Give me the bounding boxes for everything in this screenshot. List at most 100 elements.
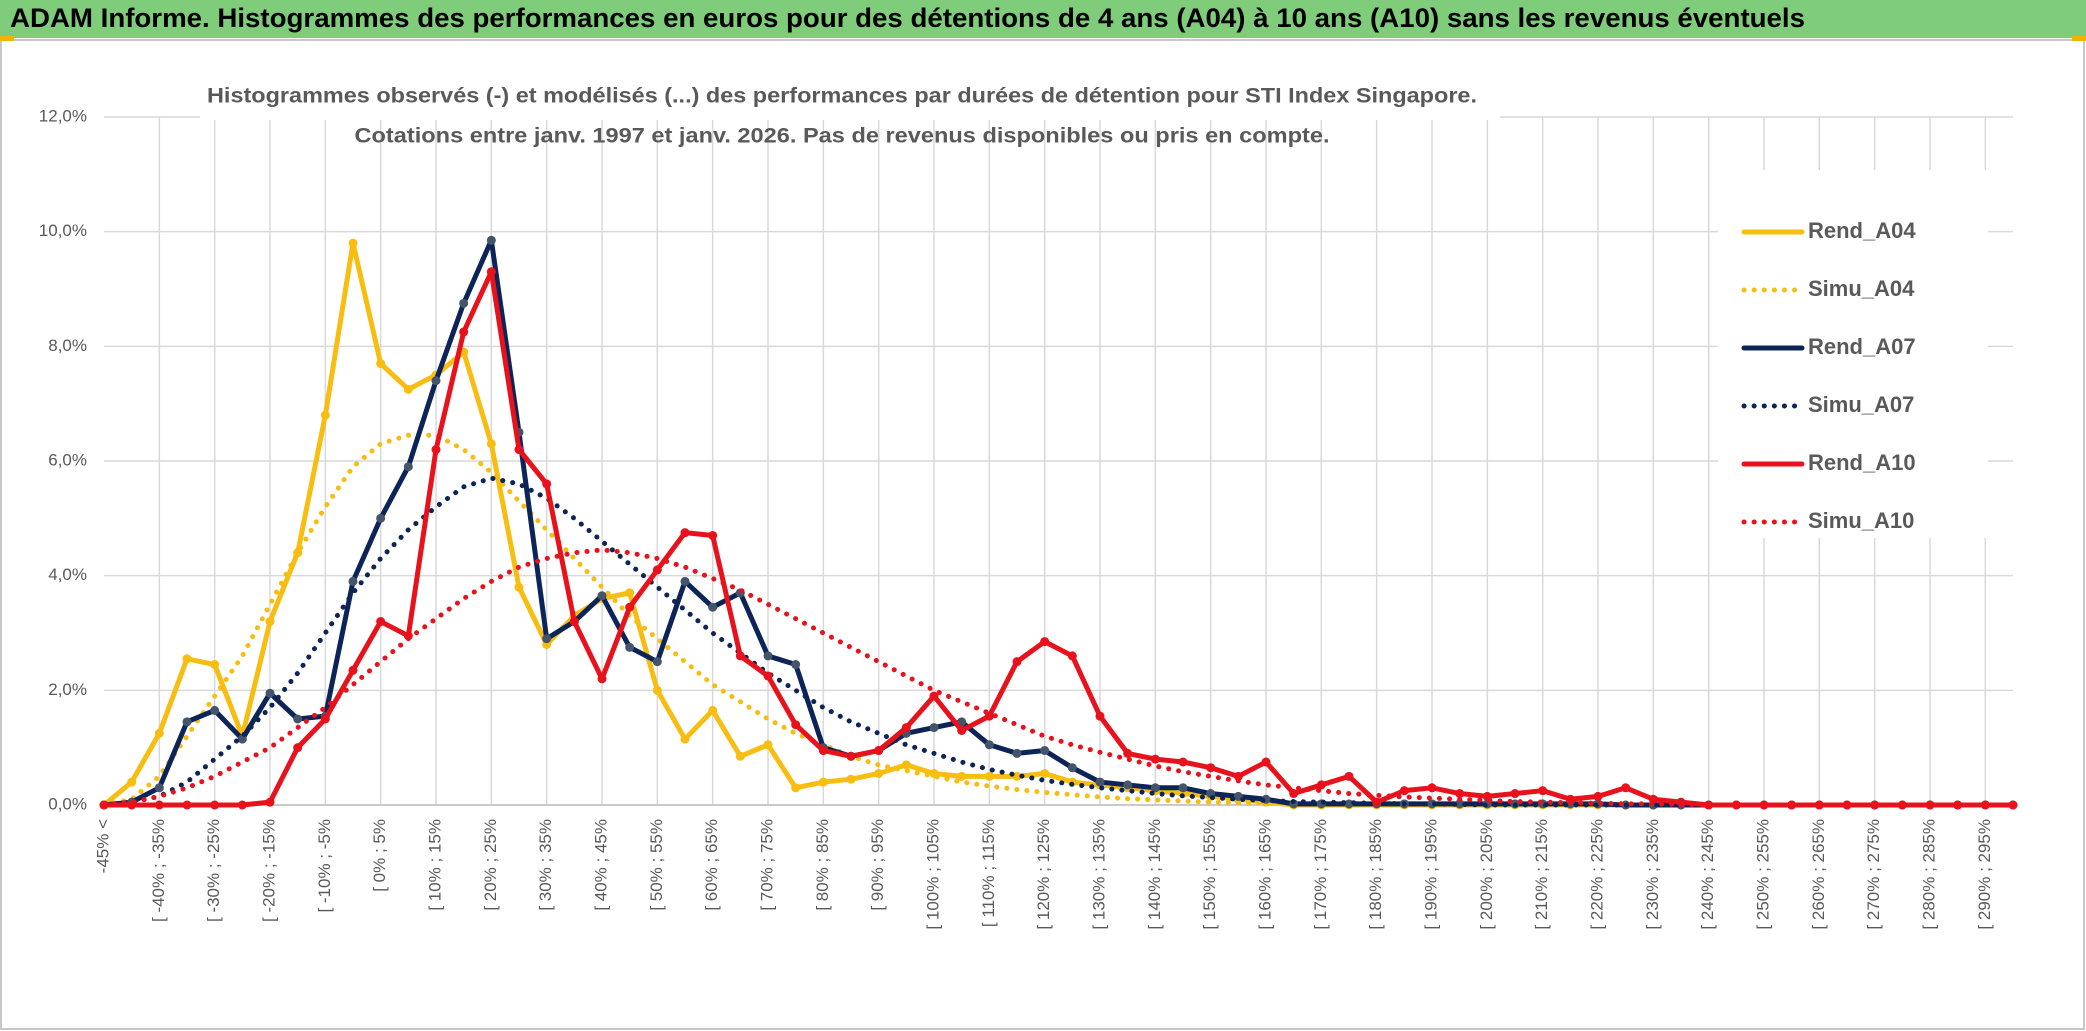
data-point bbox=[1150, 754, 1160, 764]
x-tick-label: [ 100% ; 105% bbox=[923, 819, 942, 930]
data-point bbox=[874, 768, 884, 778]
data-point bbox=[901, 723, 911, 733]
data-point bbox=[514, 445, 524, 455]
data-point bbox=[1372, 797, 1382, 807]
data-point bbox=[1206, 763, 1216, 773]
data-point bbox=[874, 746, 884, 756]
data-point bbox=[1123, 780, 1133, 790]
data-point bbox=[1344, 799, 1354, 809]
x-tick-label: [ 250% ; 255% bbox=[1753, 819, 1772, 930]
data-point bbox=[846, 751, 856, 761]
data-point bbox=[265, 797, 275, 807]
data-point bbox=[1289, 789, 1299, 799]
data-point bbox=[708, 531, 718, 541]
x-tick-label: -45% < bbox=[93, 819, 112, 873]
data-point bbox=[431, 376, 441, 386]
data-point bbox=[1925, 800, 1935, 810]
y-tick-label: 10,0% bbox=[39, 221, 87, 240]
data-point bbox=[763, 651, 773, 661]
data-point bbox=[1455, 789, 1465, 799]
data-point bbox=[1012, 748, 1022, 758]
data-point bbox=[846, 774, 856, 784]
data-point bbox=[735, 651, 745, 661]
data-point bbox=[210, 705, 220, 715]
x-tick-label: [ 240% ; 245% bbox=[1698, 819, 1717, 930]
data-point bbox=[569, 617, 579, 627]
x-tick-label: [ 140% ; 145% bbox=[1145, 819, 1164, 930]
data-point bbox=[486, 267, 496, 277]
x-tick-label: [ -40% ; -35% bbox=[149, 819, 168, 922]
data-point bbox=[376, 359, 386, 369]
x-tick-label: [ 230% ; 235% bbox=[1643, 819, 1662, 930]
data-point bbox=[957, 771, 967, 781]
data-point bbox=[1012, 657, 1022, 667]
data-point bbox=[514, 582, 524, 592]
title-bg bbox=[200, 58, 1500, 120]
x-tick-label: [ 170% ; 175% bbox=[1311, 819, 1330, 930]
data-point bbox=[1510, 789, 1520, 799]
data-point bbox=[1095, 777, 1105, 787]
x-tick-label: [ 130% ; 135% bbox=[1089, 819, 1108, 930]
data-point bbox=[1621, 783, 1631, 793]
data-point bbox=[542, 479, 552, 489]
data-point bbox=[1731, 800, 1741, 810]
data-point bbox=[1399, 786, 1409, 796]
data-point bbox=[210, 660, 220, 670]
data-point bbox=[348, 576, 358, 586]
y-tick-label: 4,0% bbox=[48, 565, 87, 584]
data-point bbox=[818, 746, 828, 756]
x-tick-label: [ 80% ; 85% bbox=[813, 819, 832, 911]
data-point bbox=[293, 743, 303, 753]
data-point bbox=[597, 591, 607, 601]
data-point bbox=[652, 657, 662, 667]
legend-label: Simu_A07 bbox=[1808, 392, 1914, 417]
data-point bbox=[625, 602, 635, 612]
data-point bbox=[680, 576, 690, 586]
data-point bbox=[1067, 763, 1077, 773]
data-point bbox=[486, 235, 496, 245]
x-tick-label: [ 10% ; 15% bbox=[425, 819, 444, 911]
data-point bbox=[1040, 768, 1050, 778]
data-point bbox=[652, 565, 662, 575]
legend-label: Rend_A10 bbox=[1808, 450, 1916, 475]
x-tick-label: [ 40% ; 45% bbox=[591, 819, 610, 911]
data-point bbox=[1040, 637, 1050, 647]
data-point bbox=[1178, 757, 1188, 767]
data-point bbox=[431, 445, 441, 455]
data-point bbox=[127, 777, 137, 787]
data-point bbox=[791, 720, 801, 730]
x-tick-label: [ 150% ; 155% bbox=[1200, 819, 1219, 930]
x-tick-label: [ 270% ; 275% bbox=[1864, 819, 1883, 930]
data-point bbox=[984, 740, 994, 750]
data-point bbox=[1538, 786, 1548, 796]
banner-title: ADAM Informe. Histogrammes des performan… bbox=[10, 3, 1805, 33]
data-point bbox=[293, 714, 303, 724]
data-point bbox=[182, 800, 192, 810]
data-point bbox=[348, 238, 358, 248]
data-point bbox=[929, 691, 939, 701]
corner bbox=[0, 36, 14, 41]
corner bbox=[2072, 36, 2086, 41]
data-point bbox=[1842, 800, 1852, 810]
data-point bbox=[376, 513, 386, 523]
data-point bbox=[376, 617, 386, 627]
x-tick-label: [ 180% ; 185% bbox=[1366, 819, 1385, 930]
data-point bbox=[791, 660, 801, 670]
data-point bbox=[763, 671, 773, 681]
data-point bbox=[1593, 791, 1603, 801]
data-point bbox=[1123, 748, 1133, 758]
data-point bbox=[320, 714, 330, 724]
x-tick-label: [ -20% ; -15% bbox=[259, 819, 278, 922]
x-tick-label: [ 110% ; 115% bbox=[979, 819, 998, 927]
data-point bbox=[403, 384, 413, 394]
data-point bbox=[1704, 800, 1714, 810]
data-point bbox=[459, 327, 469, 337]
data-point bbox=[2008, 800, 2018, 810]
chart-title: Cotations entre janv. 1997 et janv. 2026… bbox=[355, 125, 1330, 148]
legend-label: Rend_A07 bbox=[1808, 334, 1916, 359]
data-point bbox=[791, 783, 801, 793]
series-line bbox=[101, 269, 2016, 808]
data-point bbox=[957, 725, 967, 735]
y-tick-label: 2,0% bbox=[48, 680, 87, 699]
x-tick-label: [ -10% ; -5% bbox=[315, 819, 334, 913]
